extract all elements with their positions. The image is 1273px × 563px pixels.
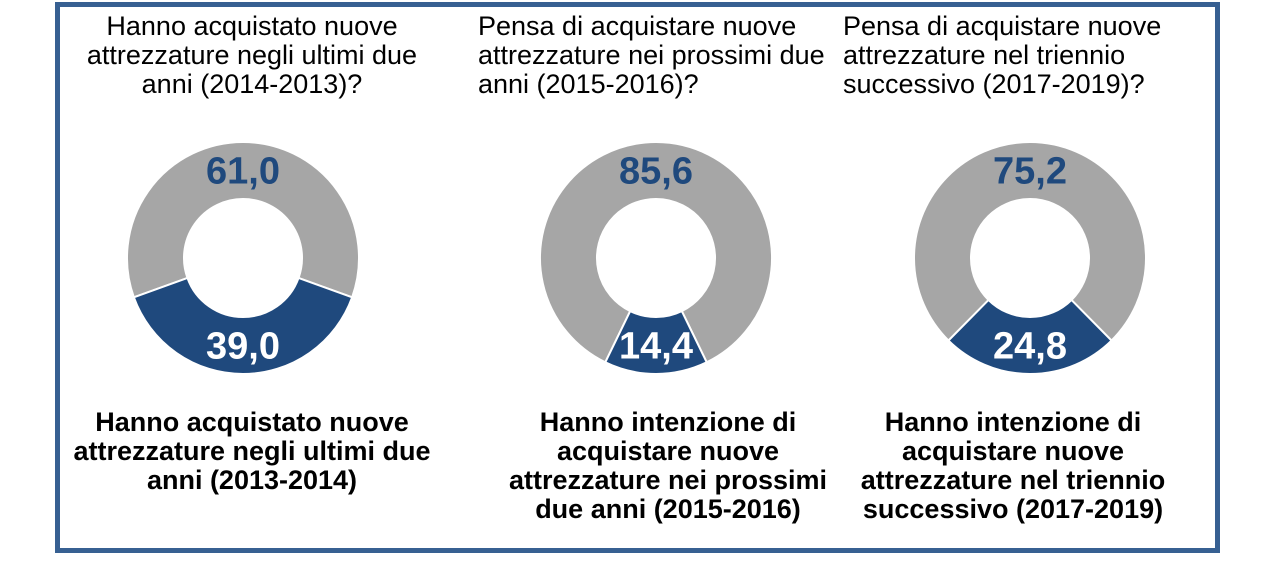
slice-highlight xyxy=(947,298,1113,375)
slice-value-label: 14,4 xyxy=(619,326,693,368)
slice-rest xyxy=(539,141,773,364)
donut-chart-2: 85,6 14,4 xyxy=(539,141,773,376)
donut-2-caption: Hanno intenzione di acquistare nuove att… xyxy=(508,407,828,524)
donut-1-question-title: Hanno acquistato nuove attrezzature negl… xyxy=(86,11,418,99)
slice-rest xyxy=(126,140,360,299)
chart-frame: Hanno acquistato nuove attrezzature negl… xyxy=(55,2,1220,553)
slice-highlight xyxy=(603,309,709,376)
slice-value-label: 24,8 xyxy=(993,326,1067,368)
slice-highlight xyxy=(132,276,354,375)
slice-value-label: 85,6 xyxy=(619,151,693,193)
slice-rest xyxy=(913,141,1147,342)
donut-chart-3: 75,2 24,8 xyxy=(913,141,1147,375)
slice-value-label: 39,0 xyxy=(206,326,280,368)
donut-3-question-title: Pensa di acquistare nuove attrezzature n… xyxy=(843,11,1162,99)
donut-chart-1: 61,0 39,0 xyxy=(126,140,360,375)
donut-3-caption: Hanno intenzione di acquistare nuove att… xyxy=(860,407,1166,524)
donut-1-caption: Hanno acquistato nuove attrezzature negl… xyxy=(73,407,431,495)
slice-value-label: 75,2 xyxy=(993,151,1067,193)
slice-value-label: 61,0 xyxy=(206,151,280,193)
donut-2-question-title: Pensa di acquistare nuove attrezzature n… xyxy=(478,11,825,99)
